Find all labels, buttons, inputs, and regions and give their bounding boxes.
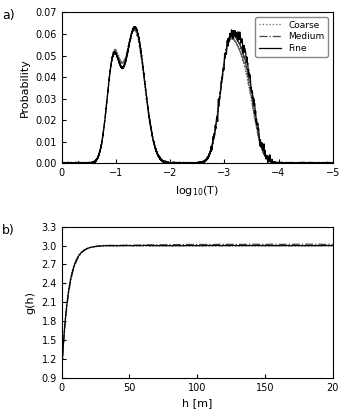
Legend: Coarse, Medium, Fine: Coarse, Medium, Fine xyxy=(255,17,328,56)
X-axis label: log$_{10}$(T): log$_{10}$(T) xyxy=(175,184,219,198)
X-axis label: h [m]: h [m] xyxy=(182,398,212,408)
Y-axis label: Probability: Probability xyxy=(20,59,30,117)
Text: a): a) xyxy=(2,10,15,22)
Text: b): b) xyxy=(2,224,15,237)
Y-axis label: g(h): g(h) xyxy=(26,290,36,314)
